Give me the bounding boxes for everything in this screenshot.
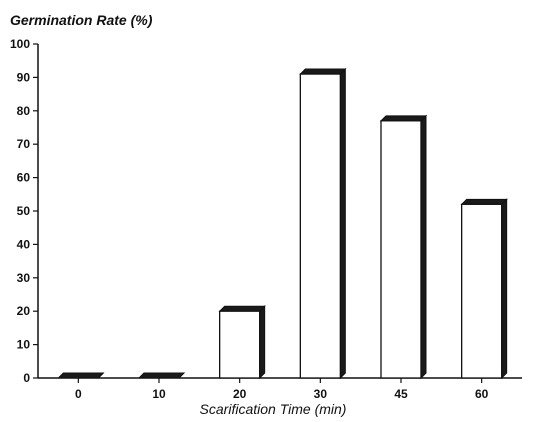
bar (218, 304, 266, 380)
bar-top (57, 372, 105, 379)
bars (57, 67, 508, 380)
y-tick-label: 80 (17, 104, 31, 118)
y-tick-label: 30 (17, 271, 31, 285)
x-tick-label: 60 (475, 387, 489, 401)
x-tick-label: 45 (394, 387, 408, 401)
axes: 0 10 20 30 40 50 60 70 80 90 100 0 10 20 30 45 60 (10, 37, 522, 401)
bar-side (501, 198, 508, 380)
bar (57, 372, 105, 379)
bar-side (339, 67, 346, 380)
x-tick-label: 30 (314, 387, 328, 401)
bar-front (380, 120, 422, 379)
bar-top (379, 115, 428, 122)
bar (379, 114, 428, 380)
y-tick-label: 70 (17, 137, 31, 151)
bar (460, 198, 508, 380)
x-axis-title: Scarification Time (min) (200, 401, 347, 417)
bar-top (137, 372, 186, 379)
x-tick-label: 20 (233, 387, 247, 401)
bar-front (299, 73, 341, 379)
bar-top (218, 305, 266, 312)
y-tick-label: 100 (10, 37, 30, 51)
bar (299, 67, 347, 380)
y-tick-label: 10 (17, 338, 31, 352)
x-tick-label: 0 (75, 387, 82, 401)
y-tick-label: 90 (17, 70, 31, 84)
bar-top (460, 198, 508, 205)
y-tick-label: 60 (17, 171, 31, 185)
y-tick-label: 50 (17, 204, 31, 218)
bar-front (461, 203, 503, 379)
y-tick-label: 20 (17, 304, 31, 318)
bar-top (299, 68, 347, 75)
chart-title: Germination Rate (%) (10, 12, 153, 28)
y-tick-label: 0 (23, 371, 30, 385)
bar-side (259, 304, 266, 380)
bar-side (420, 114, 427, 380)
y-tick-label: 40 (17, 237, 31, 251)
bar-front (219, 310, 261, 379)
bar (137, 372, 186, 379)
x-tick-label: 10 (152, 387, 166, 401)
